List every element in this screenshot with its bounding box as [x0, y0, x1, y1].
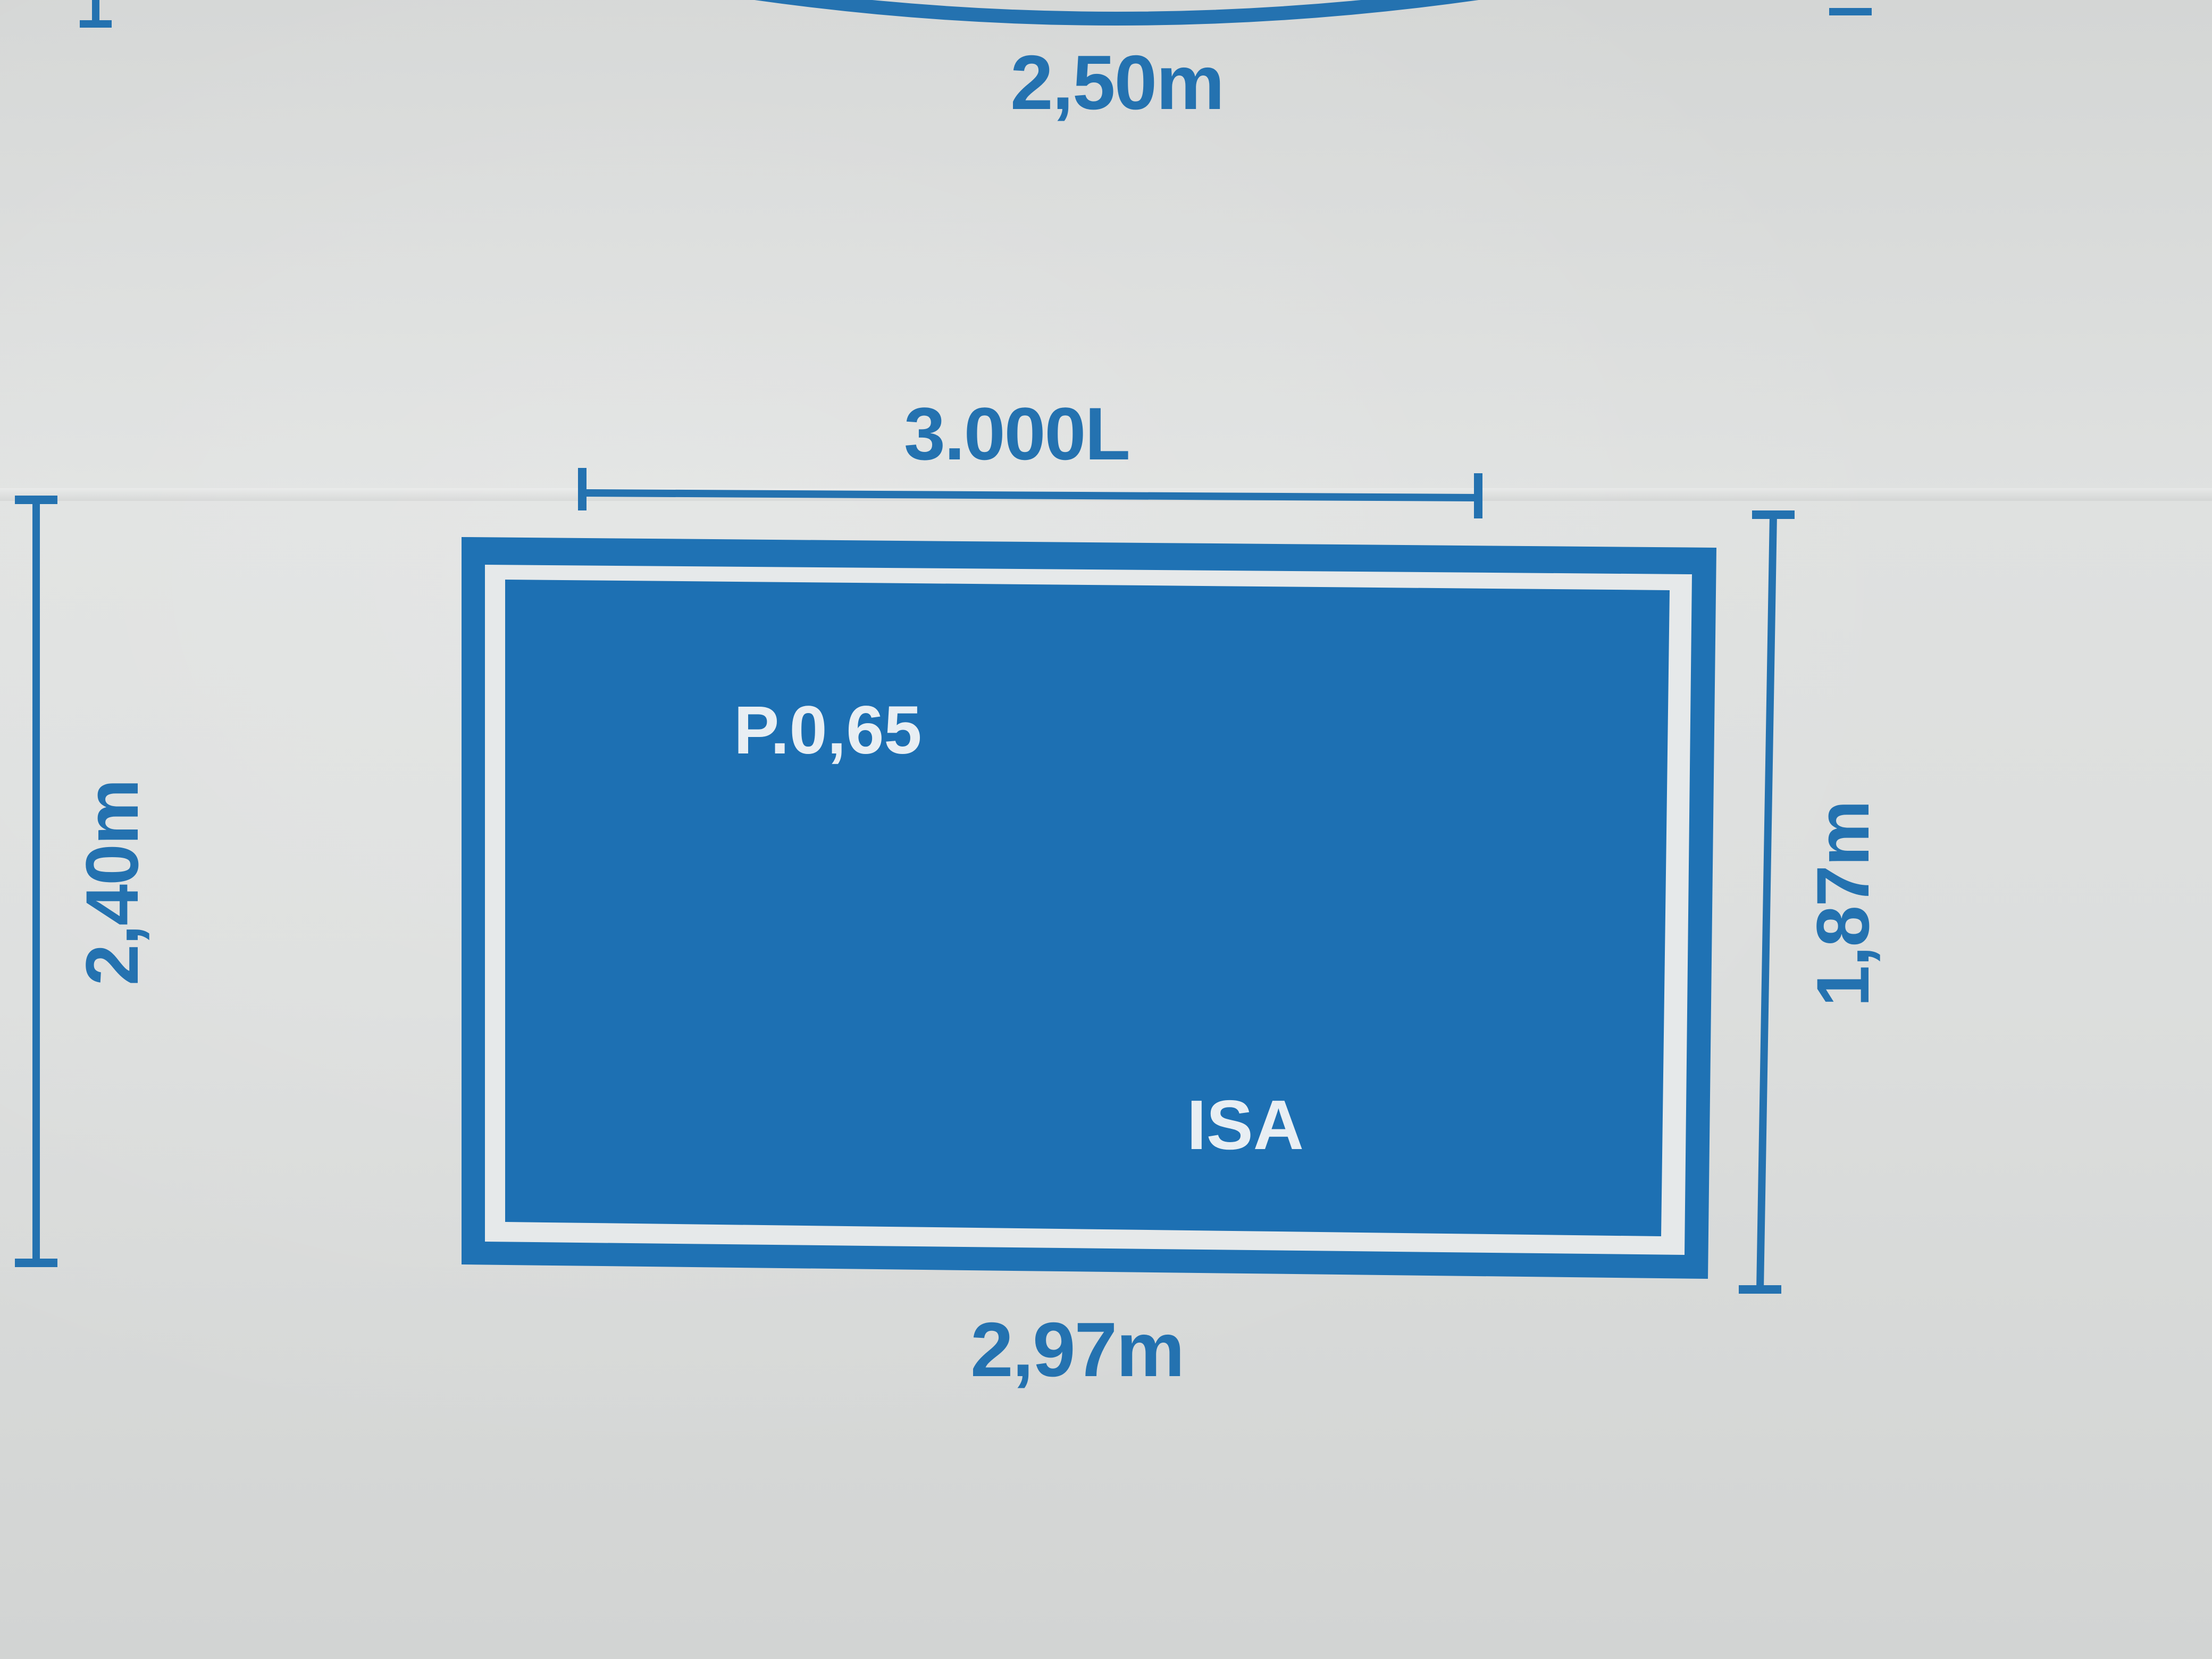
right-height-label: 1,87m — [1801, 801, 1884, 1007]
bottom-width-label: 2,97m — [970, 1306, 1185, 1393]
pool-water-area — [505, 580, 1670, 1236]
brand-label: ISA — [1187, 1086, 1304, 1164]
volume-label: 3.000L — [904, 392, 1130, 475]
depth-label: P.0,65 — [734, 692, 922, 768]
left-height-label: 2,40m — [70, 780, 154, 986]
volume-dimension-line — [582, 489, 1479, 501]
round-pool-outline — [755, 0, 1479, 26]
top-width-label: 2,50m — [1010, 39, 1225, 125]
right-height-line — [1756, 514, 1777, 1290]
